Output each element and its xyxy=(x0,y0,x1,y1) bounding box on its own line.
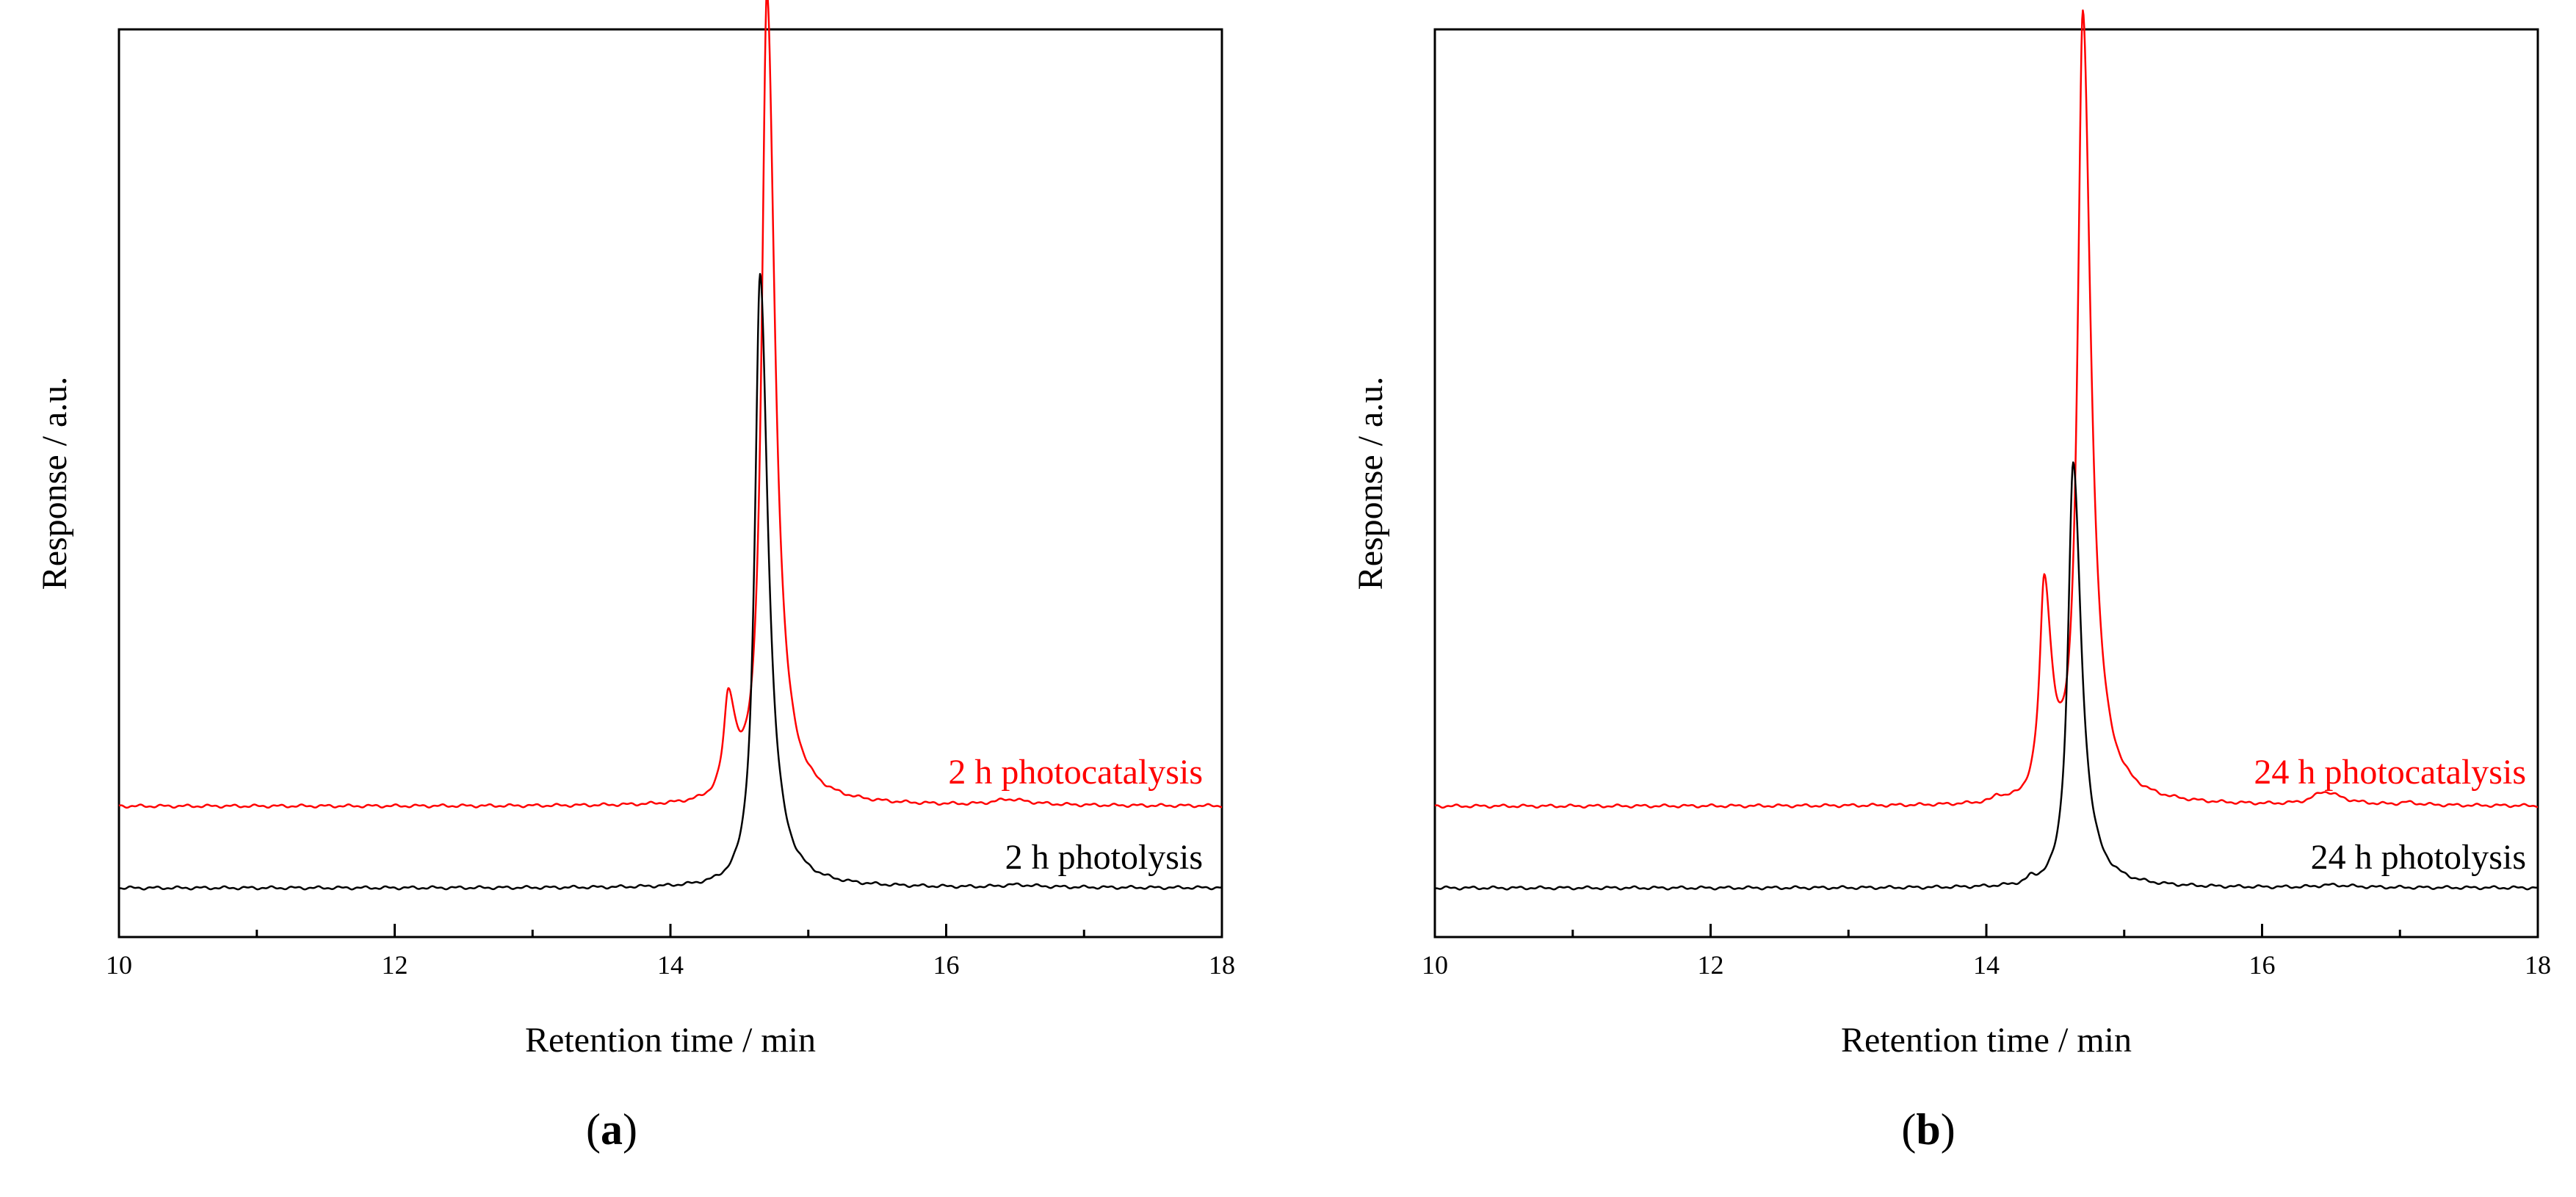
panel-b: 10 12 14 16 18 24 h photocatalysis 24 h phot… xyxy=(1351,9,2551,1154)
x-ticks: 10 12 14 16 18 xyxy=(1422,924,2551,980)
series-label-photolysis: 2 h photolysis xyxy=(1005,838,1203,877)
x-tick-label: 10 xyxy=(1422,950,1448,980)
panel-a: 10 12 14 16 18 2 h photocatalysis 2 h photol… xyxy=(35,0,1235,1154)
series-label-photocatalysis: 2 h photocatalysis xyxy=(948,753,1203,792)
x-ticks: 10 12 14 16 18 xyxy=(106,924,1235,980)
panel-label: (b) xyxy=(1901,1105,1955,1154)
series-label-photolysis: 24 h photolysis xyxy=(2311,838,2526,877)
y-axis-title: Response / a.u. xyxy=(1351,377,1390,590)
x-tick-label: 14 xyxy=(657,950,684,980)
x-tick-label: 10 xyxy=(106,950,132,980)
x-tick-label: 14 xyxy=(1973,950,2000,980)
panel-label: (a) xyxy=(586,1105,637,1154)
x-axis-title: Retention time / min xyxy=(1841,1021,2132,1060)
series-line-24-h-photocatalysis xyxy=(1434,9,2539,809)
x-tick-label: 18 xyxy=(2525,950,2551,980)
series-group xyxy=(1434,9,2539,891)
series-line-2-h-photolysis xyxy=(118,272,1223,891)
series-group xyxy=(118,0,1223,891)
x-tick-label: 12 xyxy=(382,950,408,980)
plot-frame xyxy=(1433,28,2539,939)
series-label-photocatalysis: 24 h photocatalysis xyxy=(2254,753,2526,792)
series-line-24-h-photolysis xyxy=(1434,461,2539,891)
x-tick-label: 12 xyxy=(1698,950,1724,980)
x-tick-label: 16 xyxy=(2249,950,2276,980)
x-tick-label: 16 xyxy=(933,950,960,980)
x-tick-label: 18 xyxy=(1209,950,1235,980)
series-line-2-h-photocatalysis xyxy=(118,0,1223,809)
x-axis-title: Retention time / min xyxy=(525,1021,816,1060)
y-axis-title: Response / a.u. xyxy=(35,377,74,590)
